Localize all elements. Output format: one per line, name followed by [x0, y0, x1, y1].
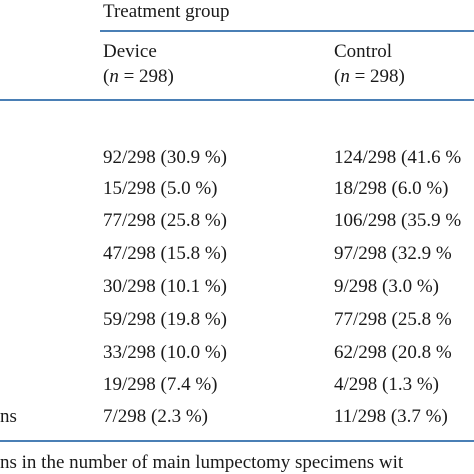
n-symbol: n — [109, 66, 119, 87]
table-cell-device: 59/298 (19.8 %) — [103, 309, 228, 330]
table-cell-device: 30/298 (10.1 %) — [103, 276, 228, 297]
table-bottom-rule — [0, 440, 474, 442]
column-header-control-n: (n = 298) — [334, 66, 405, 87]
header-rule — [100, 30, 474, 32]
table-cell-device: 15/298 (5.0 %) — [103, 178, 218, 199]
table-footnote: ns in the number of main lumpectomy spec… — [0, 452, 404, 473]
table-cell-control: 18/298 (6.0 %) — [334, 178, 449, 199]
table-cell-control: 62/298 (20.8 % — [334, 342, 452, 363]
table-cell-control: 77/298 (25.8 % — [334, 309, 452, 330]
table-cell-device: 7/298 (2.3 %) — [103, 406, 209, 427]
table-cell-device: 33/298 (10.0 %) — [103, 342, 228, 363]
table-cell-device: 77/298 (25.8 %) — [103, 210, 228, 231]
column-header-device-n: (n = 298) — [103, 66, 174, 87]
table-cell-control: 106/298 (35.9 % — [334, 210, 462, 231]
table-cell-control: 4/298 (1.3 %) — [334, 374, 440, 395]
n-symbol: n — [340, 66, 350, 87]
table-cell-control: 11/298 (3.7 %) — [334, 406, 448, 427]
table-cell-control: 97/298 (32.9 % — [334, 243, 452, 264]
table-cell-device: 19/298 (7.4 %) — [103, 374, 218, 395]
row-label: ns — [0, 406, 17, 427]
table-cell-device: 92/298 (30.9 %) — [103, 147, 228, 168]
column-header-rule — [0, 99, 474, 101]
group-header: Treatment group — [103, 1, 230, 22]
n-value: = 298) — [354, 66, 405, 87]
column-header-device: Device — [103, 41, 157, 62]
n-value: = 298) — [123, 66, 174, 87]
table-cell-device: 47/298 (15.8 %) — [103, 243, 228, 264]
column-header-control: Control — [334, 41, 393, 62]
table-cell-control: 9/298 (3.0 %) — [334, 276, 440, 297]
table-cell-control: 124/298 (41.6 % — [334, 147, 462, 168]
